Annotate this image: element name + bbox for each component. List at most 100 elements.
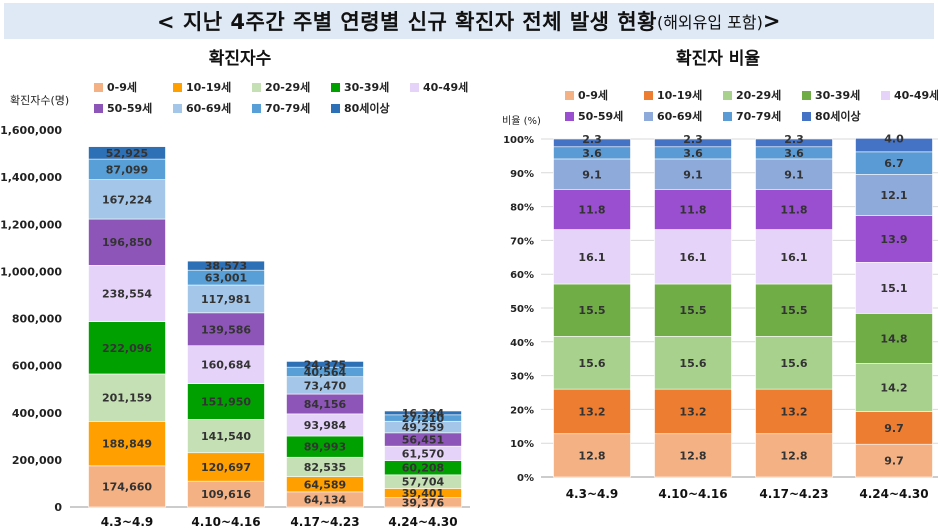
- legend-label: 60-69세: [186, 101, 231, 115]
- x-tick-label: 4.3~4.9: [566, 487, 619, 501]
- legend-label: 10-19세: [657, 88, 702, 102]
- legend-label: 30-39세: [344, 80, 389, 94]
- y-tick-label: 80%: [510, 203, 534, 214]
- y-tick-label: 90%: [510, 169, 534, 180]
- legend-label: 0-9세: [107, 80, 137, 94]
- bar-segment: [187, 452, 265, 482]
- data-label: 196,850: [102, 236, 152, 249]
- y-tick-label: 600,000: [12, 360, 62, 373]
- data-label: 2.3: [582, 133, 602, 146]
- data-label: 9.7: [884, 455, 904, 468]
- y-tick-label: 40%: [510, 338, 534, 349]
- legend-swatch: [252, 83, 261, 92]
- y-tick-label: 30%: [510, 372, 534, 383]
- data-label: 24,375: [304, 358, 346, 371]
- x-tick-label: 4.3~4.9: [101, 515, 154, 529]
- data-label: 238,554: [102, 288, 152, 301]
- y-tick-label: 0: [54, 501, 62, 514]
- legend-swatch: [410, 83, 419, 92]
- data-label: 12.8: [780, 449, 807, 462]
- legend-label: 30-39세: [815, 88, 860, 102]
- legend-swatch: [331, 104, 340, 113]
- bar-segment: [88, 179, 166, 220]
- data-label: 3.6: [683, 147, 703, 160]
- data-label: 120,697: [201, 461, 251, 474]
- data-label: 15.6: [679, 357, 706, 370]
- bar-segment: [187, 260, 265, 271]
- legend-label: 60-69세: [657, 109, 702, 123]
- y-tick-label: 10%: [510, 439, 534, 450]
- bar-segment: [755, 138, 833, 148]
- data-label: 15.5: [679, 304, 706, 317]
- data-label: 89,993: [304, 441, 346, 454]
- data-label: 12.1: [880, 189, 907, 202]
- data-label: 11.8: [679, 204, 706, 217]
- legend-label: 0-9세: [578, 88, 608, 102]
- y-tick-label: 1,600,000: [0, 124, 62, 137]
- legend-label: 50-59세: [107, 101, 152, 115]
- data-label: 84,156: [304, 398, 347, 411]
- bar-segment: [654, 388, 732, 435]
- y-tick-label: 70%: [510, 236, 534, 247]
- bar-segment: [855, 174, 933, 216]
- bar-segment: [654, 189, 732, 230]
- y-tick-label: 400,000: [12, 407, 62, 420]
- data-label: 9.7: [884, 422, 904, 435]
- legend-swatch: [723, 91, 732, 100]
- data-label: 16.1: [578, 251, 605, 264]
- y-tick-label: 100%: [503, 135, 534, 146]
- data-label: 57,704: [402, 476, 445, 489]
- bar-segment: [187, 383, 265, 420]
- bar-segment: [755, 189, 833, 230]
- data-label: 12.8: [679, 449, 706, 462]
- x-tick-label: 4.10~4.16: [658, 487, 727, 501]
- legend-swatch: [881, 91, 890, 100]
- legend-swatch: [802, 112, 811, 121]
- data-label: 87,099: [106, 163, 148, 176]
- data-label: 73,470: [304, 379, 347, 392]
- y-tick-label: 20%: [510, 405, 534, 416]
- bar-segment: [553, 336, 631, 390]
- y-tick-label: 0%: [517, 473, 534, 484]
- bar-segment: [553, 189, 631, 230]
- data-label: 49,259: [402, 421, 444, 434]
- chart-title: 확진자 비율: [676, 49, 760, 69]
- ratio-chart: 확진자 비율 0-9세 10-19세 20-29세 30-39세 40-49세 50-59세…: [502, 49, 938, 501]
- legend-swatch: [173, 83, 182, 92]
- title-bar: < 지난 4주간 주별 연령별 신규 확진자 전체 발생 현황 (해외유입 포함)…: [4, 3, 934, 39]
- bar-segment: [654, 336, 732, 390]
- bar-segment: [88, 465, 166, 508]
- data-label: 38,573: [205, 260, 247, 273]
- data-label: 109,616: [201, 488, 251, 501]
- bar-segment: [187, 480, 265, 508]
- data-label: 14.2: [880, 381, 907, 394]
- bar-segment: [654, 158, 732, 191]
- data-label: 56,451: [402, 433, 444, 446]
- legend-swatch: [565, 112, 574, 121]
- legend-swatch: [173, 104, 182, 113]
- legend-label: 70-79세: [736, 109, 781, 123]
- data-label: 167,224: [102, 193, 152, 206]
- data-label: 222,096: [102, 342, 152, 355]
- data-label: 13.2: [578, 405, 605, 418]
- legend-label: 40-49세: [894, 88, 938, 102]
- y-tick-label: 60%: [510, 270, 534, 281]
- x-tick-label: 4.24~4.30: [859, 487, 928, 501]
- count-chart: 확진자수 0-9세 10-19세 20-29세 30-39세 40-49세 50-59세 60…: [0, 49, 470, 529]
- data-label: 9.1: [784, 168, 804, 181]
- bar-segment: [553, 388, 631, 435]
- legend-swatch: [331, 83, 340, 92]
- data-label: 39,376: [402, 496, 445, 509]
- bar-segment: [654, 138, 732, 148]
- data-label: 2.3: [784, 133, 804, 146]
- data-label: 9.1: [582, 168, 602, 181]
- bar-segment: [187, 419, 265, 454]
- data-label: 4.0: [884, 132, 904, 145]
- legend-swatch: [723, 112, 732, 121]
- data-label: 188,849: [102, 438, 152, 451]
- bar-segment: [384, 410, 462, 416]
- x-tick-label: 4.10~4.16: [191, 515, 260, 529]
- page-title-end: >: [762, 9, 781, 33]
- bar-segment: [553, 229, 631, 285]
- page-title-suffix: (해외유입 포함): [656, 13, 763, 32]
